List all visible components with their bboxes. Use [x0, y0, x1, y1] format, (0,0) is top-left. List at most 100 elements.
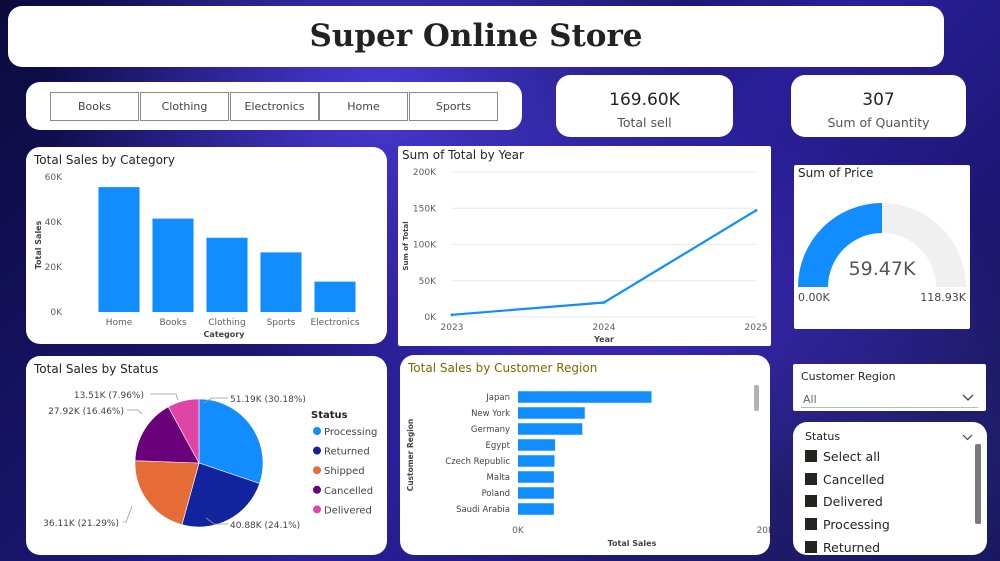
category-button-sports[interactable]: Sports — [409, 92, 498, 121]
x-tick-label: 0K — [512, 526, 525, 536]
gauge-chart[interactable]: 59.47K 0.00K 118.93K — [794, 165, 970, 329]
pie-chart[interactable]: 51.19K (30.18%) 40.88K (24.1%) 36.11K (2… — [26, 356, 387, 555]
quantity-value: 307 — [862, 90, 895, 110]
pie-chart-title[interactable]: Total Sales by Status — [34, 362, 159, 376]
gauge-title: Sum of Price — [798, 166, 874, 180]
leader-shipped — [123, 505, 133, 523]
leader-returned — [205, 517, 228, 525]
y-tick-label: 100K — [413, 241, 437, 251]
status-option-label: Returned — [823, 539, 881, 555]
line-point-2025 — [754, 209, 758, 212]
sum-by-year-card: Sum of Total by Year 0K 50K 100K 150K 200K 20… — [398, 146, 771, 346]
region-chart-title[interactable]: Total Sales by Customer Region — [408, 361, 598, 375]
status-option-returned[interactable]: Returned — [805, 538, 880, 555]
checkbox-icon[interactable] — [805, 473, 817, 485]
gauge-fill — [798, 203, 883, 287]
line-point-2024 — [602, 301, 606, 304]
status-scrollbar[interactable] — [975, 444, 981, 524]
region-bar-malta — [518, 471, 554, 483]
region-tick-label: Egypt — [485, 441, 510, 451]
pie-slice-shipped — [134, 460, 200, 526]
line-point-2023 — [450, 313, 454, 317]
customer-region-dropdown[interactable]: All — [801, 388, 978, 408]
y-tick-label: 0K — [50, 308, 63, 318]
status-option-select-all[interactable]: Select all — [805, 447, 880, 465]
category-slicer: Books Clothing Electronics Home Sports — [26, 82, 522, 130]
x-tick-label: 20K — [757, 526, 770, 536]
gauge-min: 0.00K — [798, 291, 830, 304]
region-bar-japan — [518, 391, 652, 403]
checkbox-icon[interactable] — [805, 495, 817, 507]
status-slicer-title: Status — [805, 430, 841, 443]
region-tick-label: New York — [471, 409, 510, 419]
pie-slice-cancelled — [134, 406, 200, 464]
status-option-label: Select all — [823, 448, 881, 464]
customer-region-slicer: Customer Region All — [793, 364, 986, 411]
region-tick-label: Czech Republic — [445, 457, 510, 467]
total-sell-value: 169.60K — [609, 90, 680, 110]
legend-label-cancelled: Cancelled — [324, 486, 373, 497]
region-tick-label: Poland — [482, 489, 510, 499]
x-axis-label: Total Sales — [608, 539, 657, 548]
series-line — [451, 209, 757, 316]
region-bar-chart[interactable]: Japan New York Germany Egypt Czech Republic M… — [400, 355, 770, 555]
leader-processing — [203, 397, 228, 404]
bar-electronics — [314, 281, 356, 312]
status-option-delivered[interactable]: Delivered — [805, 492, 883, 510]
region-scrollbar[interactable] — [754, 385, 759, 411]
sales-by-category-card: Total Sales by Category 0K 20K 40K 60K Home B… — [26, 147, 387, 344]
bar-sports — [260, 252, 302, 312]
checkbox-icon[interactable] — [805, 450, 817, 462]
legend-label-processing: Processing — [324, 427, 377, 438]
pie-label-cancelled: 27.92K (16.46%) — [48, 407, 124, 417]
customer-region-slicer-title: Customer Region — [801, 370, 896, 383]
region-bar-poland — [518, 487, 554, 499]
customer-region-dropdown-value: All — [803, 393, 817, 406]
quantity-card: 307 Sum of Quantity — [791, 75, 966, 137]
y-tick-label: 50K — [419, 277, 437, 287]
y-tick-label: 0K — [424, 313, 437, 323]
pie-label-processing: 51.19K (30.18%) — [230, 395, 306, 405]
category-button-home[interactable]: Home — [319, 92, 408, 121]
bar-books — [152, 218, 194, 312]
y-tick-label: 150K — [413, 204, 437, 214]
leader-delivered — [150, 393, 179, 401]
price-gauge-card: Sum of Price 59.47K 0.00K 118.93K — [794, 165, 970, 329]
x-tick-label: 2024 — [593, 323, 616, 333]
x-tick-label: Sports — [267, 318, 296, 328]
y-axis-label: Total Sales — [34, 220, 43, 269]
region-tick-label: Saudi Arabia — [456, 505, 510, 515]
x-tick-label: 2023 — [441, 323, 464, 333]
pie-label-returned: 40.88K (24.1%) — [230, 521, 300, 531]
legend-marker-shipped — [313, 466, 321, 475]
status-option-label: Cancelled — [823, 471, 885, 487]
status-option-label: Delivered — [823, 493, 883, 509]
y-axis-label: Customer Region — [406, 419, 415, 492]
region-bar-new-york — [518, 407, 585, 419]
bar-chart-title[interactable]: Total Sales by Category — [34, 153, 175, 167]
y-axis-label: Sum of Total — [402, 221, 410, 270]
bar-chart[interactable]: 0K 20K 40K 60K Home Books Clothing Sports Electr… — [26, 147, 387, 344]
pie-label-delivered: 13.51K (7.96%) — [74, 391, 144, 401]
category-button-books[interactable]: Books — [50, 92, 139, 121]
checkbox-icon[interactable] — [805, 518, 817, 530]
pie-label-shipped: 36.11K (21.29%) — [43, 519, 119, 529]
status-option-cancelled[interactable]: Cancelled — [805, 470, 884, 488]
region-tick-label: Malta — [487, 473, 510, 483]
region-bar-saudi-arabia — [518, 503, 554, 515]
legend-marker-returned — [313, 446, 321, 455]
status-option-processing[interactable]: Processing — [805, 515, 890, 533]
status-slicer: Status Select all Cancelled Delivered Pr… — [793, 422, 987, 555]
line-chart-title[interactable]: Sum of Total by Year — [402, 148, 524, 162]
total-sell-label: Total sell — [617, 115, 672, 130]
category-button-clothing[interactable]: Clothing — [140, 92, 229, 121]
chevron-down-icon[interactable] — [962, 432, 973, 442]
checkbox-icon[interactable] — [805, 541, 817, 553]
region-bar-egypt — [518, 439, 556, 451]
category-button-electronics[interactable]: Electronics — [230, 92, 319, 121]
x-tick-label: Clothing — [208, 318, 245, 328]
pie-slice-returned — [181, 462, 261, 528]
gauge-value: 59.47K — [849, 258, 916, 280]
status-option-label: Processing — [823, 516, 890, 532]
